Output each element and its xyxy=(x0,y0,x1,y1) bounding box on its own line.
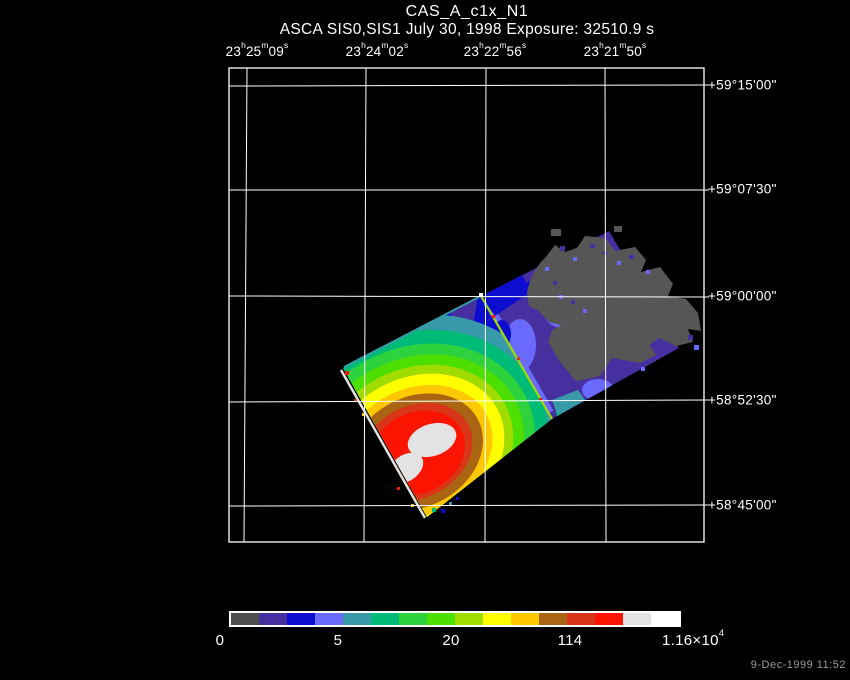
coordinate-grid xyxy=(228,67,710,543)
grid-line-dec xyxy=(228,84,710,87)
colorbar-segment xyxy=(427,613,455,625)
creation-timestamp: 9-Dec-1999 11:52 xyxy=(750,659,846,671)
colorbar-segment xyxy=(483,613,511,625)
speckle xyxy=(571,300,575,304)
speckle xyxy=(441,509,445,513)
chip-edge-top xyxy=(343,296,480,368)
noise-speckles xyxy=(345,244,699,513)
colorbar-segment xyxy=(371,613,399,625)
page-title: CAS_A_c1x_N1 xyxy=(405,3,529,20)
colorbar-segment xyxy=(567,613,595,625)
speckle xyxy=(617,261,621,265)
grid-line-ra xyxy=(484,67,487,543)
speckle xyxy=(479,293,483,297)
faint-patch xyxy=(556,412,592,419)
speckle xyxy=(694,345,699,350)
colorbar-segment xyxy=(315,613,343,625)
faint-patch xyxy=(481,275,532,316)
colorbar-segment xyxy=(511,613,539,625)
ra-tick-label: 23h22m56s xyxy=(463,39,527,59)
speckle xyxy=(397,487,400,490)
speckle xyxy=(641,367,645,371)
colorbar xyxy=(229,611,681,627)
colorbar-segment xyxy=(623,613,651,625)
speckle xyxy=(362,413,365,416)
speckle xyxy=(456,497,459,500)
faint-emission-gray xyxy=(527,236,701,346)
dec-tick-label: +59°15'00" xyxy=(708,77,777,93)
speckle xyxy=(573,257,577,261)
speckle xyxy=(432,508,436,512)
chip-edge-sliver xyxy=(339,369,427,519)
speckle xyxy=(688,335,693,340)
colorbar-segment xyxy=(651,613,679,625)
dec-tick-label: +59°00'00" xyxy=(708,288,777,304)
colorbar-tick-label: 0 xyxy=(215,632,225,649)
faint-patch xyxy=(582,379,614,401)
colorbar-tick-label: 20 xyxy=(442,632,460,649)
colorbar-colors xyxy=(231,613,679,625)
gray-blob xyxy=(551,229,561,236)
colorbar-segment xyxy=(231,613,259,625)
speckle xyxy=(545,267,549,271)
colorbar-segment xyxy=(455,613,483,625)
speckle xyxy=(560,246,565,251)
grid-line-ra xyxy=(243,67,248,543)
core-blob xyxy=(407,422,457,458)
speckle xyxy=(354,399,357,402)
speckle xyxy=(492,315,495,318)
colorbar-segment xyxy=(259,613,287,625)
speckle xyxy=(345,371,349,375)
speckle xyxy=(583,309,587,313)
plot-frame xyxy=(228,67,705,543)
colorbar-segment xyxy=(399,613,427,625)
colorbar-tick-label: 1.16×104 xyxy=(662,627,725,649)
speckle xyxy=(646,270,650,274)
speckle xyxy=(590,244,595,248)
ra-tick-label: 23h25m09s xyxy=(225,39,289,59)
dec-tick-label: +58°45'00" xyxy=(708,497,777,513)
colorbar-segment xyxy=(595,613,623,625)
grid-line-ra xyxy=(363,67,367,543)
ra-tick-label: 23h21m50s xyxy=(583,39,647,59)
speckle xyxy=(553,281,557,285)
dec-tick-label: +58°52'30" xyxy=(708,392,777,408)
dec-tick-label: +59°07'30" xyxy=(708,181,777,197)
speckle xyxy=(517,357,520,360)
grid-line-ra xyxy=(604,67,607,543)
ra-tick-label: 23h24m02s xyxy=(345,39,409,59)
grid-line-dec xyxy=(228,295,710,298)
observation-subtitle: ASCA SIS0,SIS1 July 30, 1998 Exposure: 3… xyxy=(279,21,655,38)
colorbar-tick-label: 114 xyxy=(557,632,583,649)
speckle xyxy=(629,255,634,259)
grid-line-dec xyxy=(228,399,710,403)
gray-blob xyxy=(614,226,622,232)
colorbar-segment xyxy=(343,613,371,625)
colorbar-tick-label: 5 xyxy=(333,632,343,649)
speckle xyxy=(449,502,452,505)
grid-line-dec xyxy=(228,504,710,507)
colorbar-segment xyxy=(287,613,315,625)
speckle xyxy=(539,398,542,401)
colorbar-segment xyxy=(539,613,567,625)
speckle xyxy=(610,372,615,376)
